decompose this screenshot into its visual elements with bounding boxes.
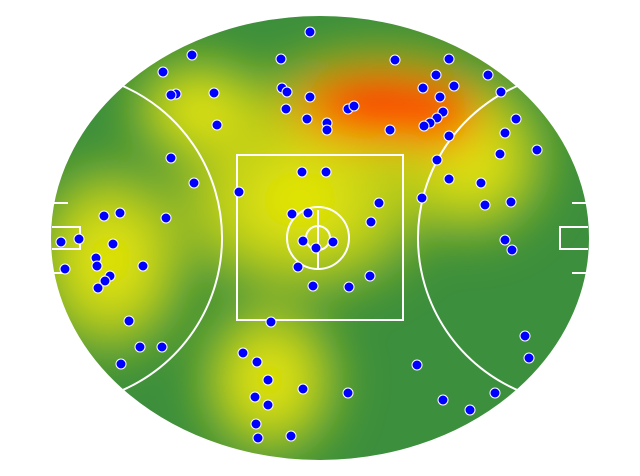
point [296, 166, 308, 178]
point [494, 148, 506, 160]
point [137, 260, 149, 272]
point [55, 236, 67, 248]
point [165, 152, 177, 164]
point [389, 54, 401, 66]
point [448, 80, 460, 92]
point [114, 207, 126, 219]
point [262, 374, 274, 386]
point [519, 330, 531, 342]
point [411, 359, 423, 371]
point [262, 399, 274, 411]
field-lines [49, 14, 591, 462]
point [418, 120, 430, 132]
point [343, 281, 355, 293]
point [434, 91, 446, 103]
point [186, 49, 198, 61]
point [98, 210, 110, 222]
point [321, 124, 333, 136]
point [188, 177, 200, 189]
point [495, 86, 507, 98]
point [479, 199, 491, 211]
point [475, 177, 487, 189]
point [237, 347, 249, 359]
point [482, 69, 494, 81]
point [505, 196, 517, 208]
point [342, 387, 354, 399]
point [265, 316, 277, 328]
point [531, 144, 543, 156]
point [384, 124, 396, 136]
point [304, 91, 316, 103]
point [92, 282, 104, 294]
point [211, 119, 223, 131]
point [233, 186, 245, 198]
point [275, 53, 287, 65]
point [160, 212, 172, 224]
point [285, 430, 297, 442]
point [249, 391, 261, 403]
point [443, 173, 455, 185]
point [165, 89, 177, 101]
point [320, 166, 332, 178]
point [523, 352, 535, 364]
point [302, 207, 314, 219]
point [365, 216, 377, 228]
point [91, 260, 103, 272]
point [286, 208, 298, 220]
point [443, 130, 455, 142]
point [250, 418, 262, 430]
point [115, 358, 127, 370]
point [499, 127, 511, 139]
point [73, 233, 85, 245]
point [364, 270, 376, 282]
point [430, 69, 442, 81]
point [437, 394, 449, 406]
point [297, 235, 309, 247]
point [208, 87, 220, 99]
point [499, 234, 511, 246]
point [156, 341, 168, 353]
point [157, 66, 169, 78]
point [134, 341, 146, 353]
point [489, 387, 501, 399]
point [506, 244, 518, 256]
point [417, 82, 429, 94]
point [307, 280, 319, 292]
point [251, 356, 263, 368]
point [373, 197, 385, 209]
point [443, 53, 455, 65]
point [416, 192, 428, 204]
point [123, 315, 135, 327]
point [304, 26, 316, 38]
point [59, 263, 71, 275]
point [301, 113, 313, 125]
point [280, 103, 292, 115]
point [327, 236, 339, 248]
point [292, 261, 304, 273]
point [348, 100, 360, 112]
point [297, 383, 309, 395]
point [281, 86, 293, 98]
point [431, 154, 443, 166]
point [464, 404, 476, 416]
point [252, 432, 264, 444]
point [510, 113, 522, 125]
point [99, 275, 111, 287]
point [107, 238, 119, 250]
point [310, 242, 322, 254]
